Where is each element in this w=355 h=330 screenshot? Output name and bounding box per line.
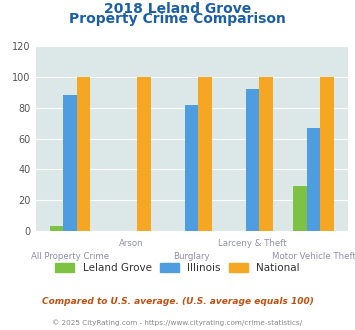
Bar bbox=[63, 95, 77, 231]
Text: All Property Crime: All Property Crime bbox=[31, 252, 109, 261]
Text: © 2025 CityRating.com - https://www.cityrating.com/crime-statistics/: © 2025 CityRating.com - https://www.city… bbox=[53, 319, 302, 326]
Bar bbox=[246, 89, 260, 231]
Bar bbox=[307, 128, 320, 231]
Text: Larceny & Theft: Larceny & Theft bbox=[218, 239, 287, 248]
Text: Motor Vehicle Theft: Motor Vehicle Theft bbox=[272, 252, 355, 261]
Bar bbox=[185, 105, 198, 231]
Bar bbox=[294, 186, 307, 231]
Text: Burglary: Burglary bbox=[173, 252, 210, 261]
Text: 2018 Leland Grove: 2018 Leland Grove bbox=[104, 2, 251, 16]
Bar bbox=[320, 77, 334, 231]
Bar bbox=[50, 226, 63, 231]
Text: Arson: Arson bbox=[119, 239, 143, 248]
Legend: Leland Grove, Illinois, National: Leland Grove, Illinois, National bbox=[55, 263, 300, 273]
Bar bbox=[137, 77, 151, 231]
Text: Property Crime Comparison: Property Crime Comparison bbox=[69, 12, 286, 25]
Bar bbox=[260, 77, 273, 231]
Text: Compared to U.S. average. (U.S. average equals 100): Compared to U.S. average. (U.S. average … bbox=[42, 297, 313, 306]
Bar bbox=[77, 77, 90, 231]
Bar bbox=[198, 77, 212, 231]
